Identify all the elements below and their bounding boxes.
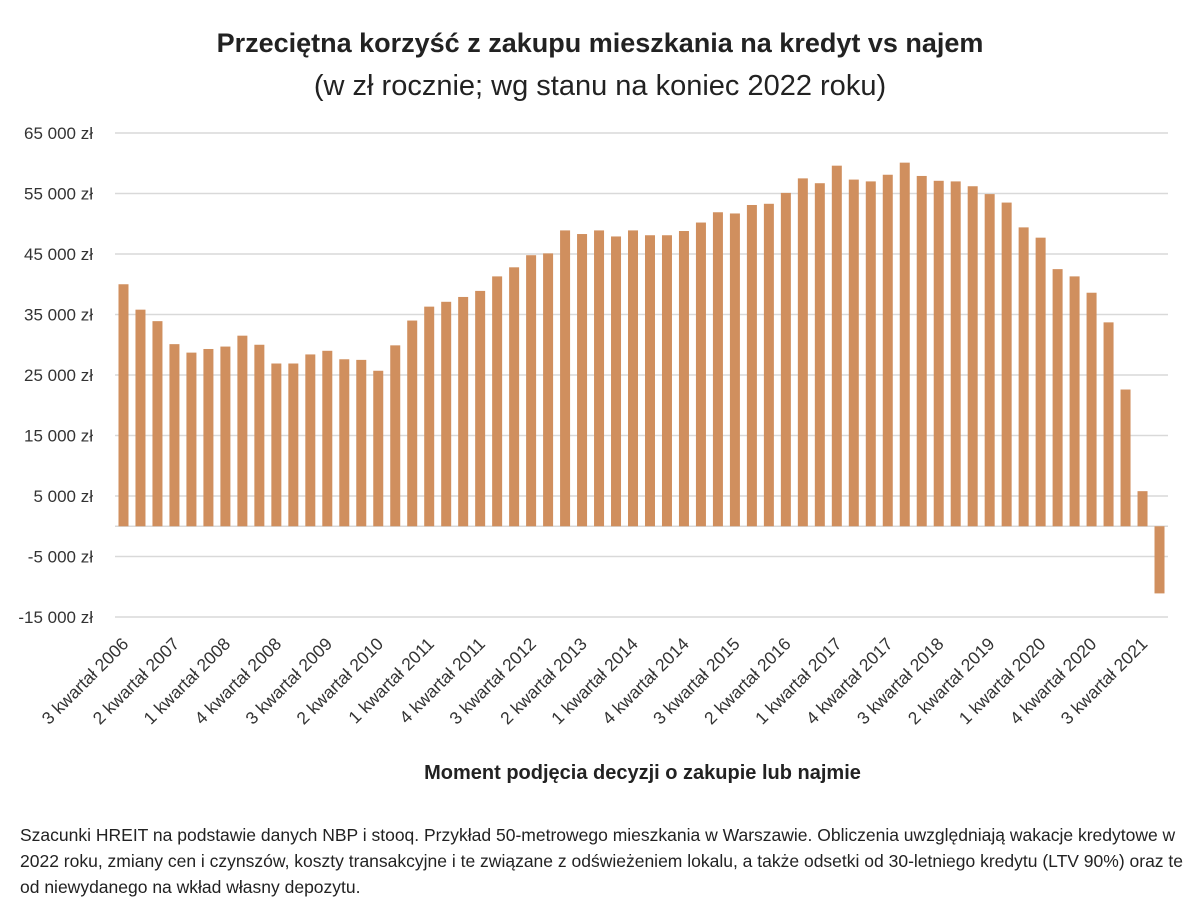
bar xyxy=(203,348,214,527)
bar xyxy=(560,230,571,527)
bar xyxy=(441,301,452,527)
bar xyxy=(271,363,282,527)
y-tick-label: 5 000 zł xyxy=(33,487,93,506)
bar xyxy=(967,186,978,527)
bar xyxy=(543,253,554,527)
bar xyxy=(729,213,740,527)
bar xyxy=(356,359,367,527)
bar xyxy=(288,363,299,527)
bar xyxy=(831,165,842,527)
bar xyxy=(628,230,639,527)
y-tick-label: -15 000 zł xyxy=(18,608,93,627)
bar xyxy=(305,354,316,527)
bar xyxy=(746,204,757,527)
bar xyxy=(763,203,774,527)
bar xyxy=(950,181,961,527)
bar xyxy=(135,309,146,527)
bar xyxy=(712,212,723,527)
bar xyxy=(220,346,231,527)
bar xyxy=(1154,526,1165,594)
bar xyxy=(661,235,672,527)
bar xyxy=(916,175,927,527)
chart-title: Przeciętna korzyść z zakupu mieszkania n… xyxy=(216,28,984,58)
bar xyxy=(1018,227,1029,527)
bar xyxy=(1120,389,1131,527)
y-tick-label: 65 000 zł xyxy=(24,124,93,143)
bar xyxy=(322,350,333,527)
y-tick-label: 55 000 zł xyxy=(24,185,93,204)
bar xyxy=(865,181,876,527)
bar xyxy=(492,276,503,527)
bar xyxy=(237,335,248,527)
bar xyxy=(780,192,791,527)
y-tick-label: 35 000 zł xyxy=(24,306,93,325)
bar xyxy=(526,255,537,527)
bar xyxy=(424,306,435,527)
bar xyxy=(984,194,995,527)
bar xyxy=(899,162,910,527)
bar xyxy=(254,344,265,527)
bar xyxy=(1001,202,1012,527)
bar xyxy=(678,231,689,527)
bar xyxy=(169,344,180,527)
bar xyxy=(118,284,129,527)
bar xyxy=(848,179,859,527)
footnote: Szacunki HREIT na podstawie danych NBP i… xyxy=(20,825,1184,897)
bar xyxy=(882,174,893,527)
bar xyxy=(611,236,622,527)
bar xyxy=(475,290,486,527)
bar xyxy=(186,352,197,527)
bar xyxy=(577,234,588,527)
bar xyxy=(1052,269,1063,527)
bar xyxy=(390,345,401,527)
y-tick-label: 15 000 zł xyxy=(24,427,93,446)
bar xyxy=(814,183,825,527)
bar xyxy=(797,178,808,527)
bar xyxy=(509,267,520,527)
bar xyxy=(407,320,418,527)
chart-subtitle: (w zł rocznie; wg stanu na koniec 2022 r… xyxy=(313,70,887,102)
bar xyxy=(1137,491,1148,527)
bar xyxy=(339,359,350,527)
bar-chart: 65 000 zł 55 000 zł 45 000 zł 35 000 zł 25 0… xyxy=(18,124,1168,729)
bar xyxy=(1069,276,1080,527)
bar xyxy=(458,296,469,527)
bar xyxy=(594,230,605,527)
bar xyxy=(1035,237,1046,527)
y-tick-label: 25 000 zł xyxy=(24,366,93,385)
y-tick-label: 45 000 zł xyxy=(24,245,93,264)
bar xyxy=(644,235,655,527)
x-axis-title: Moment podjęcia decyzji o zakupie lub na… xyxy=(424,762,861,784)
bar xyxy=(152,321,163,527)
bar xyxy=(933,180,944,527)
y-tick-label: -5 000 zł xyxy=(28,548,93,567)
bar xyxy=(373,370,384,527)
x-tick-label: 3 kwartał 2006 xyxy=(38,634,133,729)
bar xyxy=(1103,322,1114,527)
bar xyxy=(695,222,706,527)
bar xyxy=(1086,292,1097,527)
